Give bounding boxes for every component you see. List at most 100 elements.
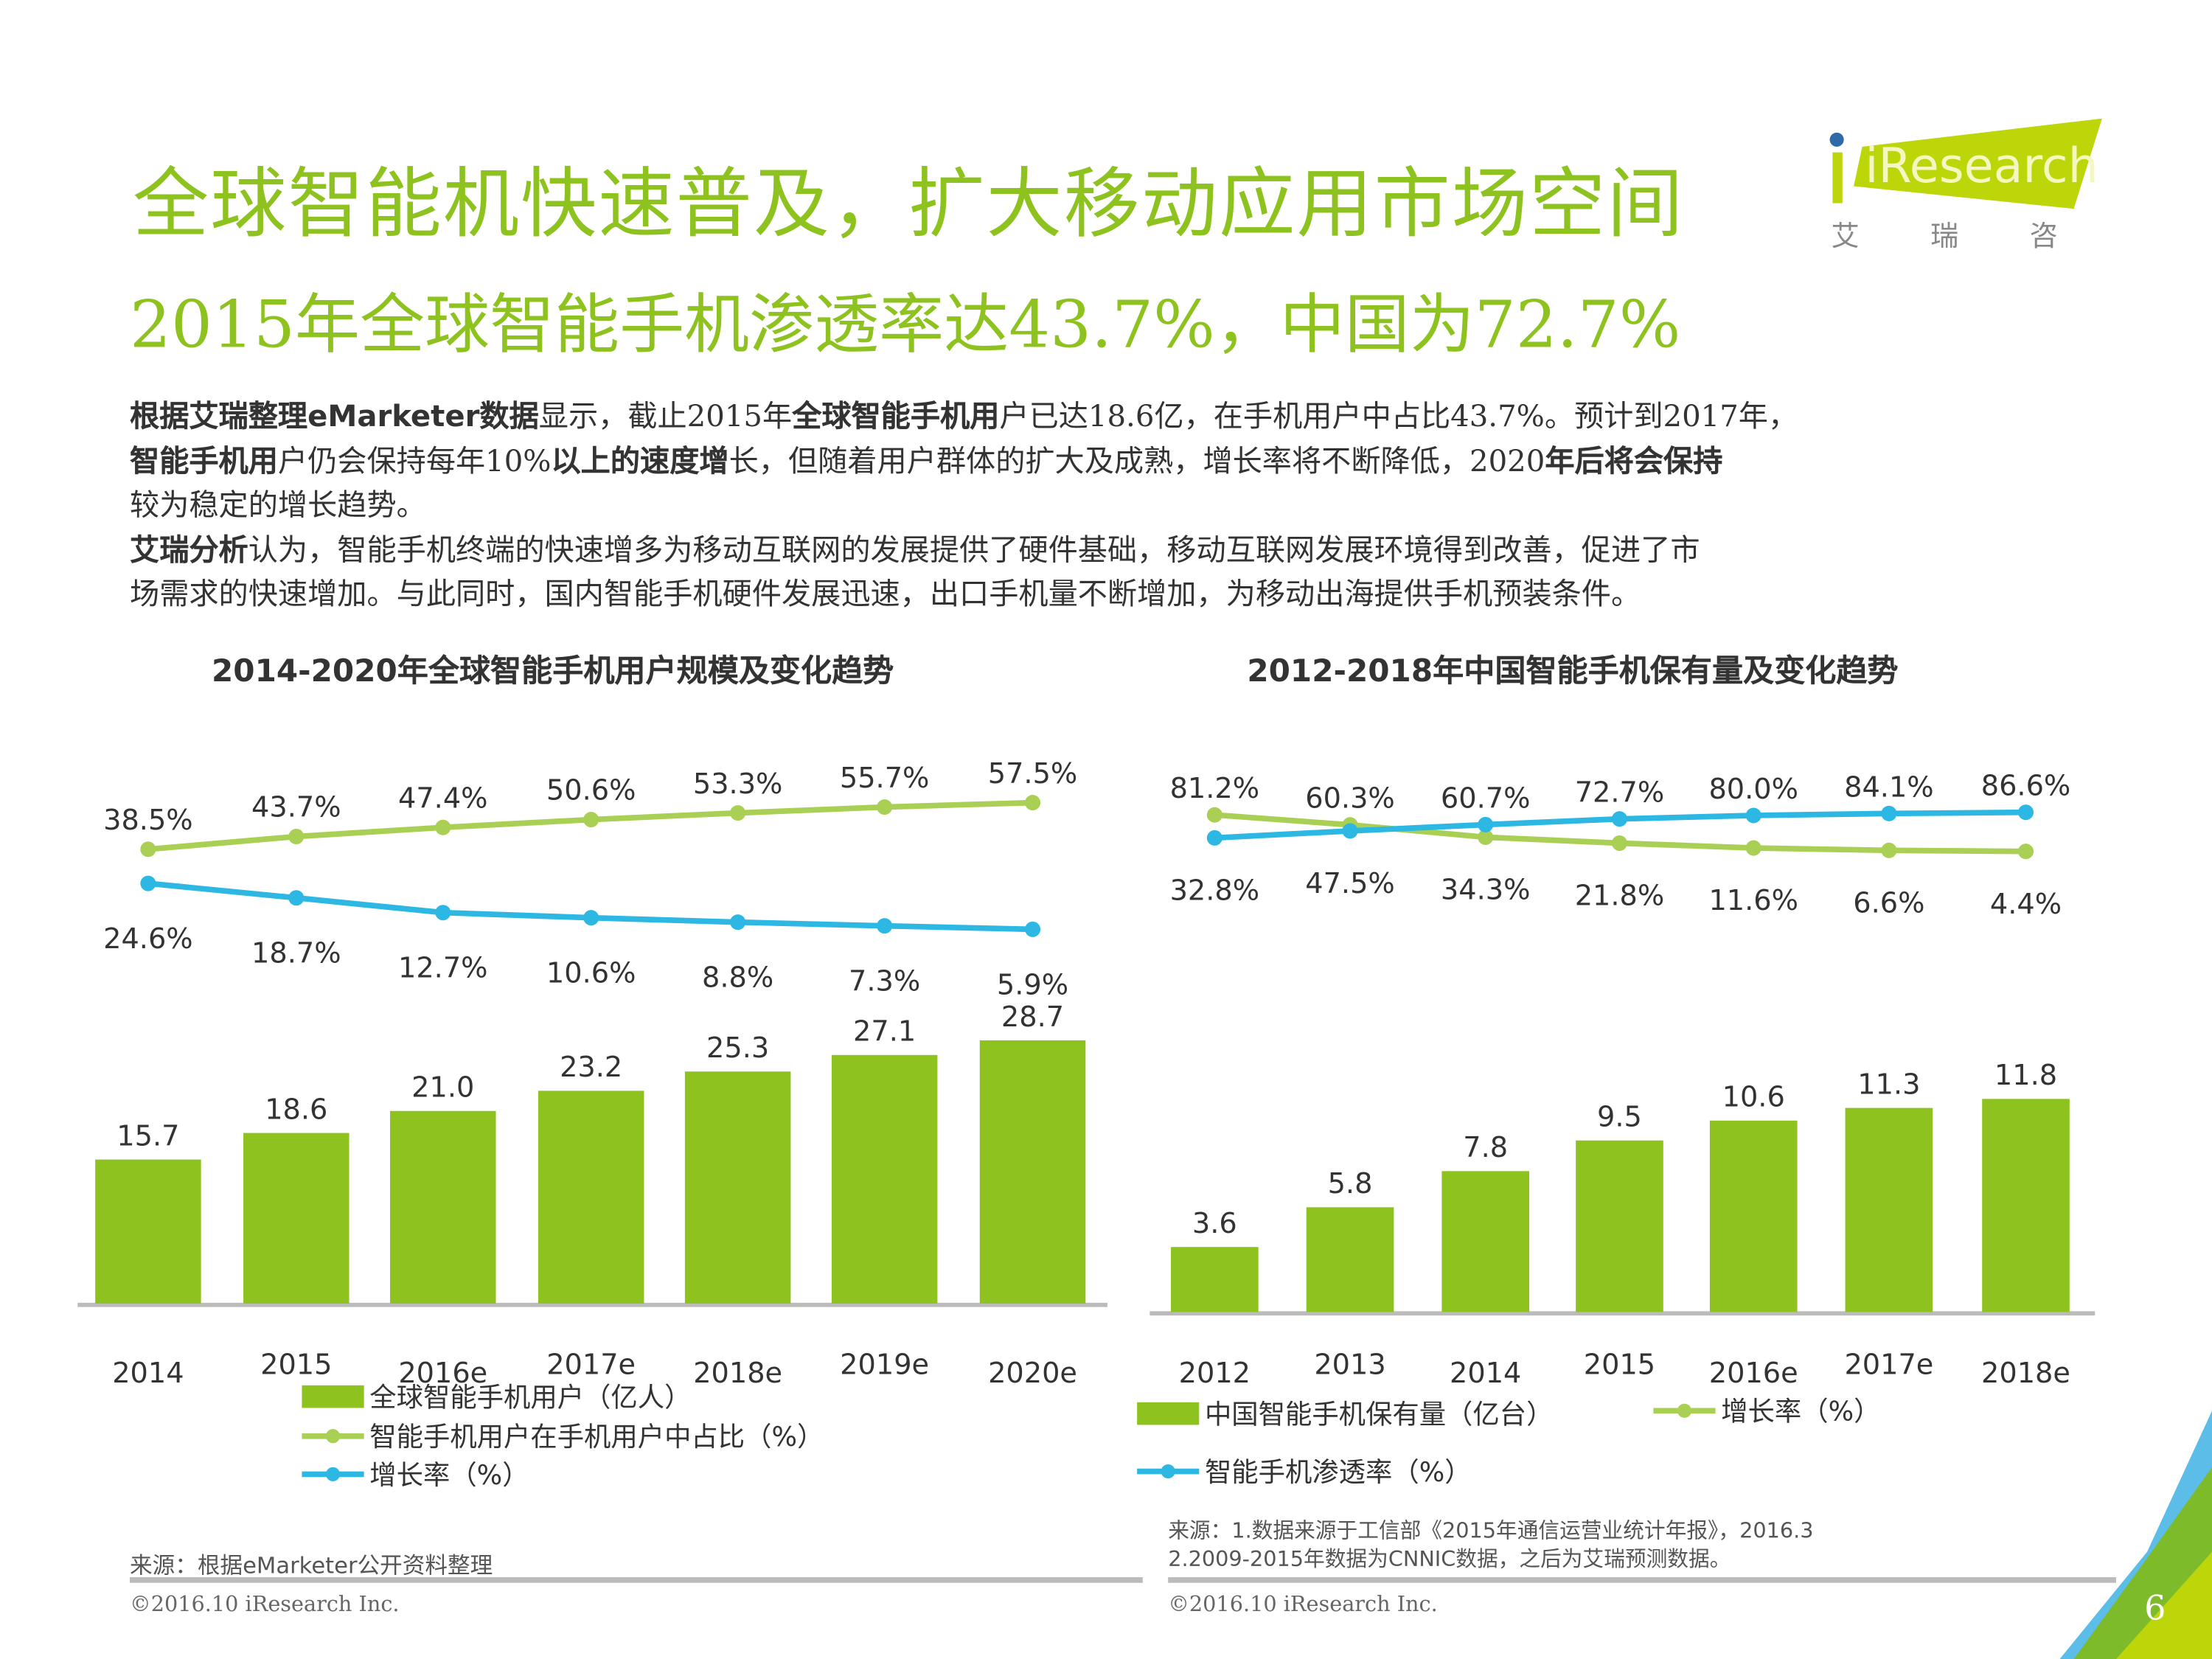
series-point (1881, 842, 1897, 858)
bar (538, 1091, 644, 1304)
body-text: 根据艾瑞整理eMarketer数据显示，截止2015年全球智能手机用户已达18.… (130, 395, 2105, 617)
series-label: 8.8% (702, 961, 773, 995)
body-text-segment: 户已达18.6亿，在手机用户中占比43.7%。预计到2017年， (999, 399, 1798, 434)
series-point (1206, 830, 1222, 846)
logo-cn-text: 艾 瑞 咨 询 (1831, 220, 2104, 253)
series-label: 38.5% (103, 804, 193, 837)
series-point (583, 812, 599, 828)
series-point (1611, 811, 1627, 827)
body-text-segment: 长，但随着用户群体的扩大及成熟，增长率将不断降低，2020 (728, 443, 1545, 478)
series-label: 47.5% (1305, 867, 1395, 900)
logo-graphic: iResearch 艾 瑞 咨 询 (1829, 118, 2157, 253)
body-line: 根据艾瑞整理eMarketer数据显示，截止2015年全球智能手机用户已达18.… (130, 395, 2105, 439)
series-point (1478, 816, 1494, 832)
slide-subtitle: 2015年全球智能手机渗透率达43.7%，中国为72.7% (130, 286, 1681, 363)
series-label: 10.6% (546, 957, 636, 990)
body-line: 艾瑞分析认为，智能手机终端的快速增多为移动互联网的发展提供了硬件基础，移动互联网… (130, 529, 2105, 573)
bar-label: 15.7 (116, 1120, 179, 1153)
body-text-segment: 认为，智能手机终端的快速增多为移动互联网的发展提供了硬件基础，移动互联网发展环境… (248, 532, 1700, 567)
bar (390, 1110, 496, 1304)
series-label: 5.9% (997, 968, 1068, 1001)
series-label: 80.0% (1708, 773, 1798, 806)
series-point (288, 890, 305, 906)
legend-label: 增长率（%） (1721, 1396, 1880, 1427)
legend-label: 智能手机渗透率（%） (1205, 1456, 1472, 1488)
x-tick-label: 2012 (1179, 1357, 1251, 1390)
x-tick-label: 2013 (1314, 1349, 1385, 1382)
series-point (877, 918, 893, 934)
logo-text: iResearch (1865, 139, 2098, 194)
series-point (1881, 805, 1897, 821)
copyright-right: ©2016.10 iResearch Inc. (1168, 1591, 1438, 1617)
series-point (2017, 844, 2034, 860)
series-label: 11.6% (1708, 884, 1798, 917)
body-text-bold: 年后将会保持 (1545, 443, 1723, 478)
body-line: 较为稳定的增长趋势。 (130, 484, 2105, 528)
series-point (1025, 795, 1041, 811)
series-label: 86.6% (1981, 770, 2071, 803)
series-point (140, 841, 156, 858)
bar (95, 1159, 201, 1304)
bar (1709, 1120, 1798, 1312)
series-label: 21.8% (1575, 880, 1665, 913)
series-label: 18.7% (251, 937, 341, 970)
x-tick-label: 2014 (112, 1357, 184, 1390)
body-line: 场需求的快速增加。与此同时，国内智能手机硬件发展迅速，出口手机量不断增加，为移动… (130, 573, 2105, 617)
series-point (435, 819, 451, 835)
series-point (730, 805, 746, 821)
bar-label: 27.1 (853, 1015, 916, 1048)
series-label: 34.3% (1441, 874, 1531, 907)
bar-label: 21.0 (411, 1071, 474, 1105)
series-label: 84.1% (1844, 771, 1934, 804)
series-label: 7.3% (849, 965, 920, 998)
x-tick-label: 2016e (1709, 1357, 1798, 1390)
series-point (1342, 823, 1358, 839)
body-text-segment: 户仍会保持每年10% (277, 443, 552, 478)
legend-bar-swatch (302, 1385, 364, 1408)
series-label: 43.7% (251, 791, 341, 824)
source-right-line-1: 来源：1.数据来源于工信部《2015年通信运营业统计年报》，2016.3 (1168, 1517, 1814, 1544)
chart-right-title: 2012-2018年中国智能手机保有量及变化趋势 (1247, 654, 1899, 690)
bar-label: 7.8 (1463, 1131, 1508, 1164)
bar (1306, 1207, 1394, 1312)
body-text-bold: 以上的速度增 (551, 443, 729, 478)
legend-bar-swatch (1137, 1402, 1200, 1425)
x-tick-label: 2016e (398, 1357, 487, 1390)
series-label: 4.4% (1990, 888, 2062, 921)
bar-label: 18.6 (265, 1093, 327, 1126)
series-point (1206, 807, 1222, 823)
series-point (877, 799, 893, 815)
series-label: 53.3% (693, 768, 783, 801)
series-label: 12.7% (398, 952, 488, 985)
bar (1982, 1099, 2070, 1312)
series-label: 60.7% (1441, 782, 1531, 815)
x-tick-label: 2019e (840, 1349, 929, 1382)
x-tick-label: 2015 (1584, 1349, 1655, 1382)
x-tick-label: 2020e (988, 1357, 1077, 1390)
source-left: 来源：根据eMarketer公开资料整理 (130, 1551, 493, 1579)
bar (1171, 1247, 1259, 1312)
iresearch-logo: iResearch 艾 瑞 咨 询 (1823, 116, 2157, 257)
series-point (1745, 807, 1761, 824)
body-text-bold: 全球智能手机用 (792, 399, 1000, 434)
series-point (2017, 804, 2034, 821)
corner-decoration (2059, 1411, 2212, 1659)
series-label: 6.6% (1853, 886, 1924, 919)
source-right-line-2: 2.2009-2015年数据为CNNIC数据，之后为艾瑞预测数据。 (1168, 1545, 1731, 1572)
series-point (435, 905, 451, 921)
series-label: 32.8% (1170, 874, 1260, 908)
series-label: 72.7% (1575, 776, 1665, 810)
bar-label: 3.6 (1192, 1207, 1237, 1240)
bar-label: 5.8 (1328, 1167, 1373, 1200)
legend-marker (1161, 1464, 1175, 1479)
legend-marker (325, 1429, 341, 1444)
bar-label: 9.5 (1597, 1101, 1642, 1134)
body-text-segment: 场需求的快速增加。与此同时，国内智能手机硬件发展迅速，出口手机量不断增加，为移动… (130, 577, 1641, 611)
legend-marker (325, 1467, 341, 1481)
bar-label: 11.3 (1857, 1068, 1920, 1101)
series-label: 47.4% (398, 782, 488, 815)
x-tick-label: 2014 (1450, 1357, 1521, 1390)
bar-label: 28.7 (1001, 1001, 1064, 1034)
series-point (140, 875, 156, 891)
